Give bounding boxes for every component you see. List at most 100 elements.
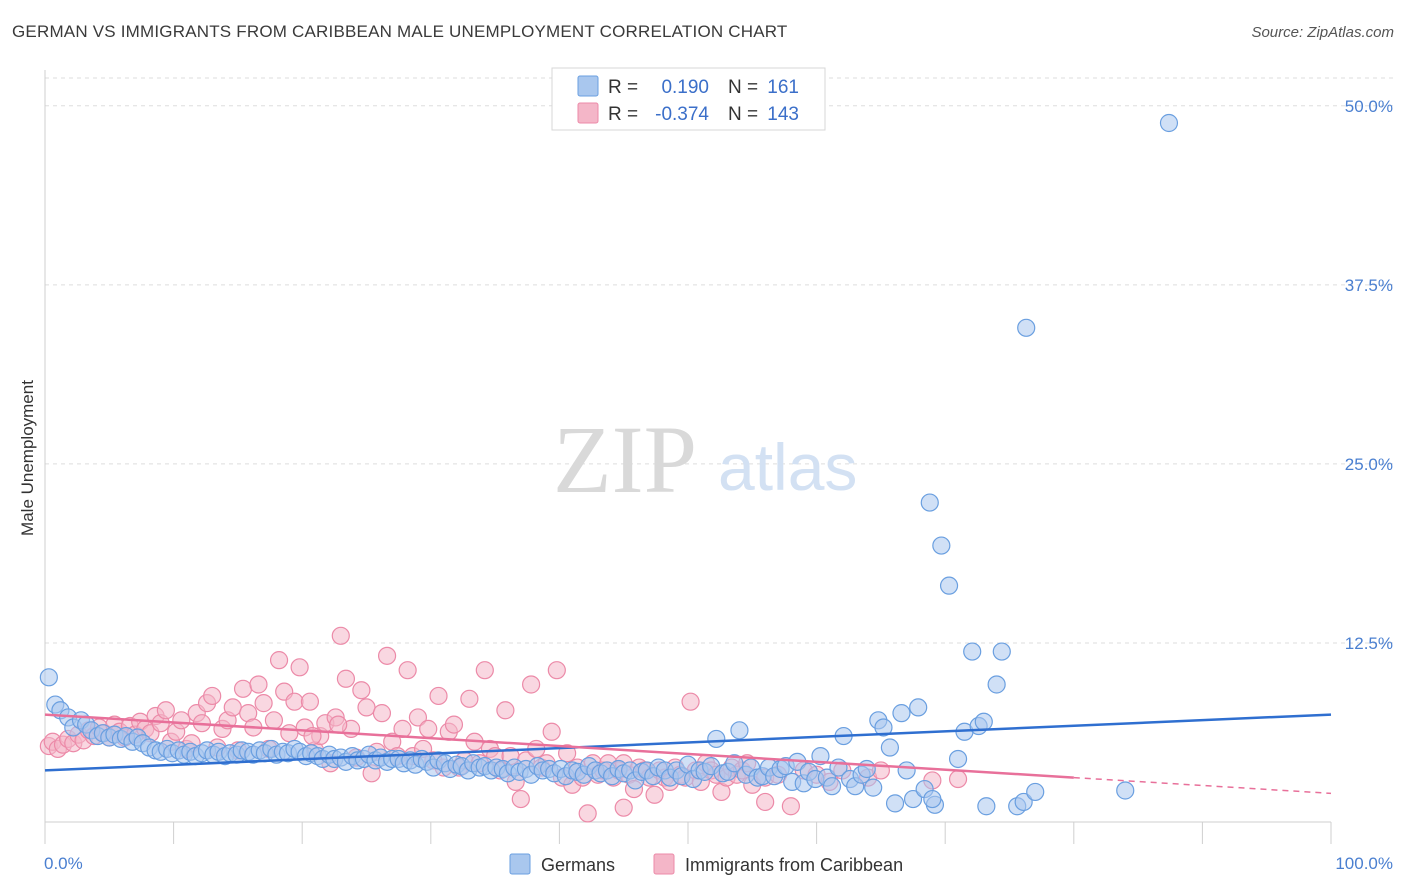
german-point	[864, 778, 883, 797]
caribbean-point	[444, 715, 464, 734]
caribbean-point	[357, 698, 376, 717]
germans-trend-line	[44, 713, 1332, 772]
caribbean-point	[264, 711, 284, 730]
caribbean-point	[496, 701, 515, 720]
caribbean-point	[377, 646, 397, 665]
german-point	[1116, 781, 1135, 800]
legend-n-label-2: N =	[728, 104, 758, 125]
caribbean-point	[408, 708, 428, 727]
german-point	[39, 668, 58, 687]
german-point	[948, 749, 968, 769]
legend-n-value-2: 143	[767, 104, 799, 125]
german-point	[725, 754, 744, 773]
bottom-legend-swatch-germans	[509, 853, 531, 875]
caribbean-point	[203, 686, 222, 706]
caribbean-point	[948, 769, 968, 789]
german-point	[707, 729, 726, 749]
legend-swatch-germans	[577, 75, 599, 97]
caribbean-point	[233, 679, 253, 698]
gridlines	[45, 77, 1393, 644]
caribbean-point	[269, 651, 289, 670]
german-point	[892, 704, 911, 723]
legend-n-label-1: N =	[728, 77, 758, 98]
caribbean-point	[542, 722, 561, 741]
german-point	[963, 642, 982, 661]
caribbean-point	[254, 694, 273, 713]
caribbean-point	[398, 661, 417, 680]
caribbean-point	[336, 669, 356, 688]
german-point	[974, 712, 993, 731]
german-point	[987, 675, 1006, 694]
caribbean-point	[614, 798, 633, 817]
bottom-legend-caribbean: Immigrants from Caribbean	[685, 855, 903, 875]
caribbean-point	[429, 686, 448, 706]
caribbean-point	[511, 789, 530, 809]
caribbean-point	[156, 701, 175, 720]
axes	[44, 70, 1332, 844]
caribbean-point	[547, 661, 566, 680]
caribbean-point	[223, 698, 242, 717]
german-point	[811, 747, 830, 766]
legend-r-value-2: -0.374	[655, 104, 709, 125]
caribbean-trend-line-extension	[1073, 776, 1332, 795]
legend-r-value-1: 0.190	[661, 77, 709, 98]
caribbean-point	[460, 689, 479, 708]
bottom-legend: Germans Immigrants from Caribbean	[509, 853, 903, 875]
legend-swatch-caribbean	[577, 102, 599, 124]
germans-points	[39, 113, 1179, 816]
bottom-legend-swatch-caribbean	[653, 853, 675, 875]
german-point	[874, 718, 893, 737]
y-tick-label: 50.0%	[1345, 97, 1393, 116]
german-point	[992, 642, 1011, 661]
german-point	[909, 698, 928, 717]
chart-title: GERMAN VS IMMIGRANTS FROM CARIBBEAN MALE…	[12, 22, 788, 41]
x-tick-max: 100.0%	[1335, 854, 1393, 873]
legend-box: R = 0.190 N = 161 R = -0.374 N = 143	[551, 67, 826, 131]
german-point	[880, 738, 900, 757]
x-tick-min: 0.0%	[44, 854, 83, 873]
caribbean-point	[300, 692, 320, 711]
caribbean-point	[645, 785, 664, 804]
caribbean-point	[681, 692, 700, 711]
german-point	[1014, 792, 1033, 812]
caribbean-trend-line	[44, 713, 1074, 779]
caribbean-point	[329, 715, 348, 734]
legend-r-label-2: R =	[608, 104, 638, 125]
german-point	[730, 721, 749, 740]
caribbean-point	[756, 792, 775, 812]
german-point	[897, 761, 916, 780]
y-tick-labels: 12.5% 25.0% 37.5% 50.0%	[1345, 97, 1393, 653]
caribbean-point	[781, 797, 800, 816]
watermark-zip: ZIP	[553, 406, 697, 513]
caribbean-point	[280, 724, 299, 743]
caribbean-point	[249, 675, 268, 694]
y-tick-label: 37.5%	[1345, 276, 1393, 295]
caribbean-point	[522, 675, 541, 694]
german-point	[903, 789, 923, 809]
legend-n-value-1: 161	[767, 77, 799, 98]
trend-lines	[44, 713, 1332, 795]
caribbean-point	[172, 711, 191, 730]
german-point	[920, 493, 939, 512]
caribbean-point	[419, 719, 438, 738]
german-point	[1026, 782, 1045, 802]
german-point	[923, 789, 942, 809]
caribbean-point	[372, 704, 392, 723]
caribbean-point	[331, 626, 350, 645]
german-point	[977, 797, 996, 816]
caribbean-point	[475, 661, 494, 680]
legend-r-label-1: R =	[608, 77, 638, 98]
bottom-legend-germans: Germans	[541, 855, 615, 875]
caribbean-point	[290, 658, 309, 677]
y-axis-title: Male Unemployment	[18, 380, 37, 536]
german-point	[939, 576, 959, 595]
german-point	[1017, 318, 1036, 337]
german-point	[857, 759, 876, 779]
german-point	[885, 794, 905, 813]
watermark-atlas: atlas	[718, 430, 857, 504]
caribbean-point	[285, 692, 304, 711]
caribbean-point	[352, 681, 371, 700]
y-tick-label: 12.5%	[1345, 634, 1393, 653]
source-label: Source: ZipAtlas.com	[1251, 24, 1394, 41]
